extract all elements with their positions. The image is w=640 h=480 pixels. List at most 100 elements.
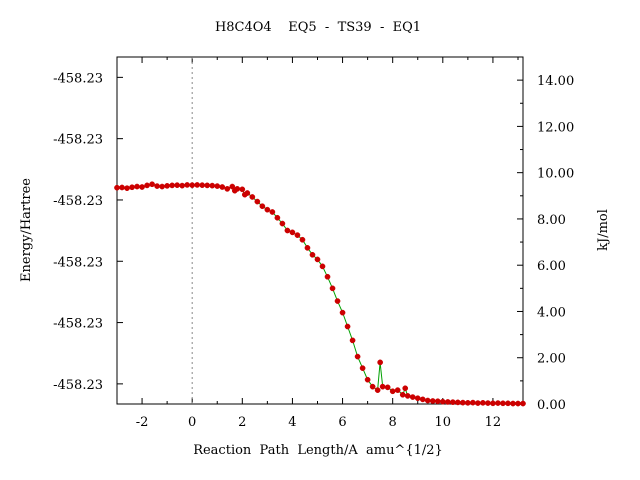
x-tick-label: 2 (238, 415, 246, 430)
data-point (495, 400, 501, 406)
data-point (490, 400, 496, 407)
data-point (439, 398, 446, 405)
data-point (379, 383, 386, 390)
data-point (354, 353, 361, 360)
data-point (404, 393, 411, 399)
data-point (139, 184, 145, 190)
data-point (119, 184, 125, 191)
data-point (444, 399, 451, 405)
data-point (339, 309, 346, 316)
series-line (116, 183, 523, 404)
x-tick-label: 8 (389, 415, 397, 430)
data-point (194, 182, 201, 188)
x-tick-label: -2 (136, 415, 149, 430)
data-point (304, 245, 311, 251)
plot-frame (116, 56, 524, 405)
data-point (179, 182, 186, 189)
x-axis-label: Reaction Path Length/A amu^{1/2} (193, 443, 443, 458)
data-point (254, 198, 261, 205)
y-tick-label: -458.23 (53, 71, 103, 86)
data-point (402, 385, 409, 392)
data-point (389, 388, 396, 395)
y2-tick-label: 6.00 (537, 259, 566, 274)
data-point (204, 182, 211, 189)
data-point (159, 183, 165, 190)
data-point (454, 399, 461, 406)
data-point (299, 236, 306, 243)
data-point (324, 273, 331, 280)
data-point (500, 400, 506, 407)
data-point (515, 400, 521, 407)
y-tick-label: -458.23 (53, 133, 103, 148)
y2-tick-label: 12.00 (537, 120, 574, 135)
data-point (419, 396, 426, 403)
data-point (314, 256, 321, 263)
data-point (224, 186, 231, 192)
data-point (520, 400, 526, 407)
data-point (184, 182, 191, 188)
data-point (377, 359, 383, 366)
data-point (294, 232, 301, 238)
y-tick-label: -458.23 (53, 378, 103, 393)
data-point (149, 181, 155, 188)
data-point (409, 394, 416, 400)
data-point (274, 214, 281, 221)
x-tick-label: 6 (338, 415, 346, 430)
data-point (174, 182, 180, 189)
data-point (249, 194, 256, 200)
data-point (124, 185, 130, 192)
data-point (434, 398, 441, 405)
y-tick-label: -458.23 (53, 255, 103, 270)
y-tick-label: -458.23 (53, 194, 103, 209)
data-point (189, 182, 196, 189)
data-point (480, 399, 486, 406)
data-point (199, 182, 206, 189)
x-tick-label: 10 (435, 415, 452, 430)
data-point (209, 182, 216, 189)
data-point (460, 399, 466, 406)
data-point (424, 397, 431, 404)
data-point (259, 203, 266, 210)
data-point (134, 183, 140, 190)
data-point (334, 298, 341, 304)
data-point (289, 229, 296, 236)
data-point (309, 251, 316, 258)
y2-tick-label: 8.00 (537, 213, 566, 228)
data-point (399, 391, 406, 398)
data-point (244, 190, 251, 196)
data-point (470, 399, 476, 406)
y2-axis-label: kJ/mol (596, 209, 611, 251)
data-point (264, 206, 271, 213)
y2-tick-label: 14.00 (537, 74, 574, 89)
data-point (214, 183, 221, 189)
data-point (114, 184, 120, 191)
data-point (369, 383, 376, 390)
x-tick-label: 12 (485, 415, 502, 430)
data-point (364, 376, 371, 383)
data-point (429, 398, 436, 404)
x-tick-label: 0 (188, 415, 196, 430)
y2-tick-label: 2.00 (537, 352, 566, 367)
y-axis-label: Energy/Hartree (19, 178, 34, 282)
data-point (465, 399, 471, 406)
data-point (359, 365, 366, 371)
chart-title: H8C4O4 EQ5 - TS39 - EQ1 (215, 20, 421, 35)
data-point (234, 186, 241, 192)
data-point (229, 183, 236, 190)
y2-tick-label: 10.00 (537, 167, 574, 182)
data-point (169, 182, 175, 189)
data-point (269, 209, 276, 215)
data-point (374, 387, 381, 393)
data-point (349, 337, 356, 344)
data-point (284, 227, 291, 234)
x-tick-label: 4 (288, 415, 296, 430)
data-point (144, 182, 150, 189)
y-tick-label: -458.23 (53, 317, 103, 332)
data-point (219, 184, 226, 190)
data-point (154, 183, 160, 189)
data-point (329, 285, 336, 292)
data-point (505, 400, 511, 407)
y2-tick-label: 4.00 (537, 305, 566, 320)
data-point (394, 387, 401, 393)
